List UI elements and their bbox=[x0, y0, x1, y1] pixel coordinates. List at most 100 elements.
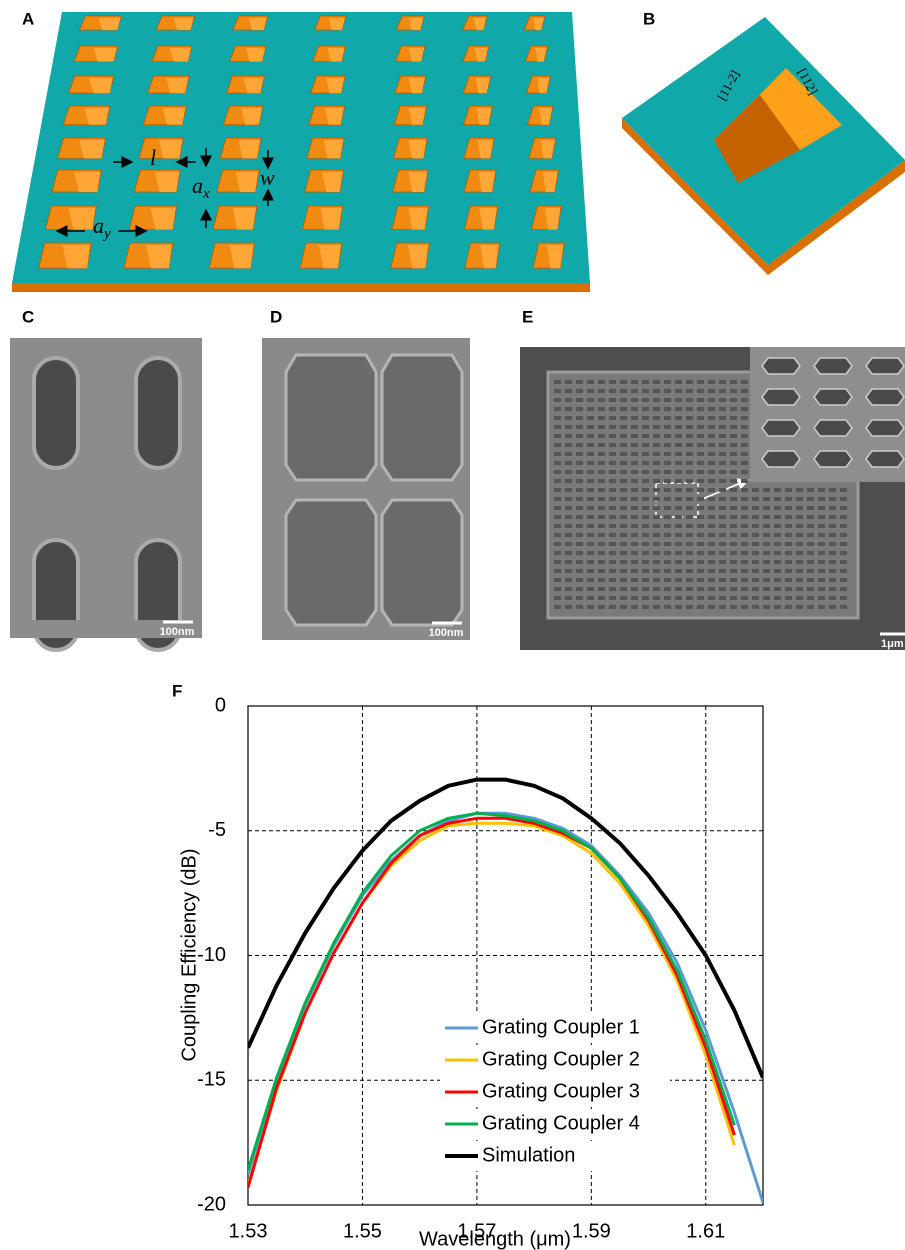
grating-hole bbox=[565, 596, 572, 600]
grating-hole bbox=[818, 569, 825, 573]
grating-hole bbox=[796, 587, 803, 591]
grating-hole bbox=[719, 605, 726, 609]
grating-hole bbox=[576, 389, 583, 393]
grating-hole bbox=[719, 560, 726, 564]
grating-hole bbox=[565, 524, 572, 528]
grating-hole bbox=[686, 596, 693, 600]
grating-hole bbox=[554, 524, 561, 528]
grating-hole bbox=[708, 389, 715, 393]
grating-hole bbox=[730, 506, 737, 510]
grating-hole bbox=[598, 398, 605, 402]
grating-hole bbox=[785, 497, 792, 501]
grating-hole bbox=[719, 515, 726, 519]
grating-hole bbox=[631, 515, 638, 519]
grating-hole bbox=[675, 524, 682, 528]
grating-hole bbox=[631, 416, 638, 420]
schematic-a bbox=[12, 12, 590, 292]
grating-hole bbox=[653, 497, 660, 501]
grating-hole bbox=[587, 578, 594, 582]
grating-hole bbox=[741, 479, 748, 483]
grating-hole-zoom bbox=[814, 358, 852, 374]
grating-hole bbox=[609, 551, 616, 555]
grating-hole bbox=[807, 515, 814, 519]
sem-hole bbox=[286, 355, 376, 480]
grating-hole bbox=[675, 542, 682, 546]
scale-label: 1μm bbox=[881, 638, 904, 650]
grating-hole bbox=[565, 587, 572, 591]
grating-hole bbox=[554, 389, 561, 393]
grating-hole bbox=[708, 596, 715, 600]
grating-hole bbox=[708, 443, 715, 447]
grating-hole bbox=[730, 470, 737, 474]
grating-hole bbox=[686, 560, 693, 564]
grating-hole bbox=[642, 443, 649, 447]
grating-hole bbox=[708, 452, 715, 456]
grating-hole bbox=[620, 596, 627, 600]
grating-hole bbox=[840, 497, 847, 501]
grating-hole bbox=[686, 443, 693, 447]
grating-hole bbox=[807, 569, 814, 573]
sem-e bbox=[520, 347, 905, 650]
grating-hole bbox=[763, 497, 770, 501]
grating-hole bbox=[609, 452, 616, 456]
grating-hole bbox=[697, 389, 704, 393]
grating-hole bbox=[807, 533, 814, 537]
grating-hole bbox=[741, 425, 748, 429]
grating-hole bbox=[818, 578, 825, 582]
grating-hole bbox=[675, 398, 682, 402]
grating-hole bbox=[675, 380, 682, 384]
grating-hole bbox=[587, 551, 594, 555]
grating-hole bbox=[598, 407, 605, 411]
grating-hole bbox=[565, 452, 572, 456]
grating-hole bbox=[675, 506, 682, 510]
grating-hole bbox=[686, 407, 693, 411]
grating-hole bbox=[763, 533, 770, 537]
grating-hole bbox=[796, 578, 803, 582]
grating-hole bbox=[631, 533, 638, 537]
grating-hole bbox=[609, 389, 616, 393]
grating-hole bbox=[653, 578, 660, 582]
grating-hole bbox=[620, 389, 627, 393]
grating-hole bbox=[598, 515, 605, 519]
grating-hole bbox=[642, 452, 649, 456]
grating-hole bbox=[620, 380, 627, 384]
grating-hole bbox=[609, 605, 616, 609]
grating-hole bbox=[565, 389, 572, 393]
grating-hole bbox=[708, 560, 715, 564]
grating-hole bbox=[796, 542, 803, 546]
grating-hole bbox=[697, 515, 704, 519]
grating-hole bbox=[697, 560, 704, 564]
grating-hole bbox=[653, 560, 660, 564]
grating-hole bbox=[763, 488, 770, 492]
grating-hole bbox=[708, 587, 715, 591]
grating-hole bbox=[730, 578, 737, 582]
grating-hole bbox=[829, 542, 836, 546]
grating-hole bbox=[631, 470, 638, 474]
grating-hole bbox=[598, 443, 605, 447]
grating-hole bbox=[609, 443, 616, 447]
grating-hole bbox=[675, 434, 682, 438]
grating-hole bbox=[675, 407, 682, 411]
grating-hole bbox=[609, 434, 616, 438]
grating-hole bbox=[774, 542, 781, 546]
grating-hole bbox=[653, 506, 660, 510]
grating-hole bbox=[554, 596, 561, 600]
grating-hole bbox=[642, 461, 649, 465]
grating-hole bbox=[763, 596, 770, 600]
grating-hole bbox=[598, 506, 605, 510]
grating-hole bbox=[675, 479, 682, 483]
grating-hole bbox=[741, 578, 748, 582]
grating-hole bbox=[675, 425, 682, 429]
grating-hole bbox=[708, 398, 715, 402]
grating-hole bbox=[686, 569, 693, 573]
grating-hole bbox=[708, 416, 715, 420]
grating-hole bbox=[587, 425, 594, 429]
dim-label: l bbox=[150, 145, 156, 170]
grating-hole bbox=[642, 569, 649, 573]
grating-hole bbox=[741, 515, 748, 519]
grating-hole bbox=[664, 461, 671, 465]
grating-hole bbox=[554, 452, 561, 456]
grating-hole bbox=[730, 407, 737, 411]
sem-hole bbox=[34, 358, 78, 468]
grating-hole bbox=[829, 596, 836, 600]
